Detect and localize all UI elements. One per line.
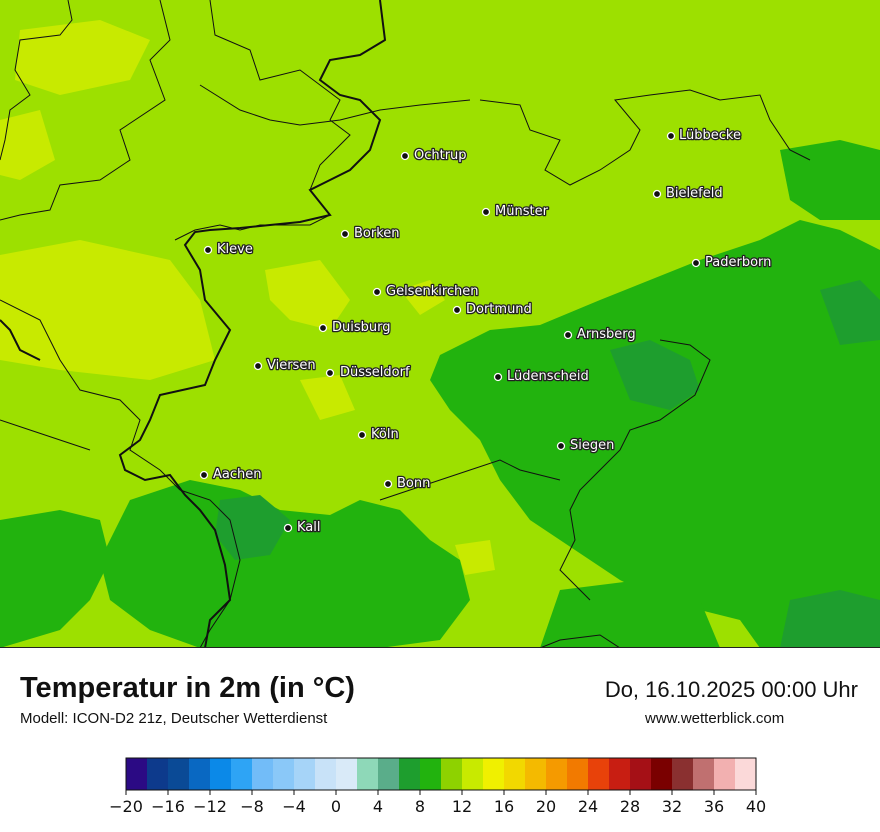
legend-tick-label: 0 [331,797,341,816]
city-markers: Lübbecke Ochtrup Bielefeld Münster Borke… [199,127,773,536]
legend-tick-label: 20 [536,797,556,816]
city-bielefeld: Bielefeld [652,185,724,202]
legend-swatch [735,758,757,790]
legend-swatch [483,758,505,790]
svg-text:Bielefeld: Bielefeld [666,186,723,201]
legend-tick-label: −20 [110,797,143,816]
forecast-datetime: Do, 16.10.2025 00:00 Uhr [604,677,858,702]
legend-swatch [294,758,316,790]
model-credit: Modell: ICON-D2 21z, Deutscher Wetterdie… [20,710,328,727]
legend-swatch [231,758,253,790]
city-aachen: Aachen [199,466,263,483]
svg-text:Borken: Borken [354,226,400,241]
legend-tick-label: −4 [282,797,306,816]
legend-frame [125,757,757,791]
temperature-map: Lübbecke Ochtrup Bielefeld Münster Borke… [0,0,880,648]
legend-tick-label: 24 [578,797,598,816]
legend-swatch [315,758,337,790]
svg-text:Düsseldorf: Düsseldorf [340,365,410,380]
legend-tick-label: 8 [415,797,425,816]
legend-tick-label: 36 [704,797,724,816]
legend-swatch [252,758,274,790]
borders [0,0,811,647]
national-border [0,0,387,647]
map-canvas: Lübbecke Ochtrup Bielefeld Münster Borke… [0,0,880,647]
legend-tick-label: −12 [193,797,227,816]
legend-swatch [126,758,148,790]
city-luebbecke: Lübbecke [666,127,742,144]
svg-text:Lüdenscheid: Lüdenscheid [507,369,589,384]
legend-tick-label: 40 [746,797,766,816]
legend-swatch [588,758,610,790]
svg-text:Arnsberg: Arnsberg [577,327,636,342]
legend-swatch [336,758,358,790]
cool-zones [0,140,880,647]
legend-swatch [672,758,694,790]
legend-tick-label: 28 [620,797,640,816]
legend-swatch [714,758,736,790]
city-duesseldorf: Düsseldorf [325,364,411,381]
svg-text:Münster: Münster [495,204,549,219]
legend-swatch [504,758,526,790]
svg-text:Köln: Köln [371,427,399,442]
city-koeln: Köln [357,426,400,443]
svg-text:Paderborn: Paderborn [705,255,771,270]
legend-swatch [168,758,190,790]
svg-text:Aachen: Aachen [213,467,261,482]
legend-swatch [651,758,673,790]
legend-swatch [630,758,652,790]
legend-tick-label: 32 [662,797,682,816]
legend-swatch [399,758,421,790]
city-paderborn: Paderborn [691,254,773,271]
legend-swatch [567,758,589,790]
city-duisburg: Duisburg [318,319,392,336]
color-legend: −20 −16 −12 −8 −4 0 4 8 12 16 20 24 28 32 36 40 [109,756,770,828]
city-muenster: Münster [481,203,550,220]
svg-text:Bonn: Bonn [397,476,430,491]
legend-swatch [273,758,295,790]
svg-text:Gelsenkirchen: Gelsenkirchen [386,284,479,299]
city-bonn: Bonn [383,475,432,492]
city-ochtrup: Ochtrup [400,147,468,164]
city-viersen: Viersen [253,357,317,374]
legend-swatch [609,758,631,790]
website-link[interactable]: www.wetterblick.com [645,710,785,727]
coldest-zones [215,280,880,647]
svg-text:Siegen: Siegen [570,438,614,453]
legend-tick-label: −16 [151,797,185,816]
legend-swatch [378,758,400,790]
svg-text:Lübbecke: Lübbecke [679,128,741,143]
city-luedenscheid: Lüdenscheid [493,368,590,385]
legend-tick-label: 4 [373,797,383,816]
legend-swatch [420,758,442,790]
map-title: Temperatur in 2m (in °C) [20,672,355,704]
svg-text:Kall: Kall [297,520,321,535]
legend-swatch [525,758,547,790]
city-siegen: Siegen [556,437,616,454]
svg-text:Duisburg: Duisburg [332,320,391,335]
city-borken: Borken [340,225,401,242]
legend-tick-label: 16 [494,797,514,816]
svg-text:Dortmund: Dortmund [466,302,532,317]
legend-tick-label: −8 [240,797,264,816]
legend-swatch [189,758,211,790]
legend-swatch [441,758,463,790]
color-scale: −20 −16 −12 −8 −4 0 4 8 12 16 20 24 28 32 36 40 [109,757,766,816]
city-dortmund: Dortmund [452,301,533,318]
warm-patches [0,20,495,575]
legend-swatch [693,758,715,790]
city-kleve: Kleve [203,241,254,258]
legend-swatch [147,758,169,790]
svg-text:Ochtrup: Ochtrup [414,148,467,163]
legend-swatch [210,758,232,790]
legend-swatch [546,758,568,790]
svg-text:Kleve: Kleve [217,242,253,257]
city-kall: Kall [283,519,322,536]
city-arnsberg: Arnsberg [563,326,637,343]
legend-tick-label: 12 [452,797,472,816]
legend-swatch [462,758,484,790]
legend-swatch [357,758,379,790]
city-gelsenkirchen: Gelsenkirchen [372,283,480,300]
svg-text:Viersen: Viersen [267,358,316,373]
